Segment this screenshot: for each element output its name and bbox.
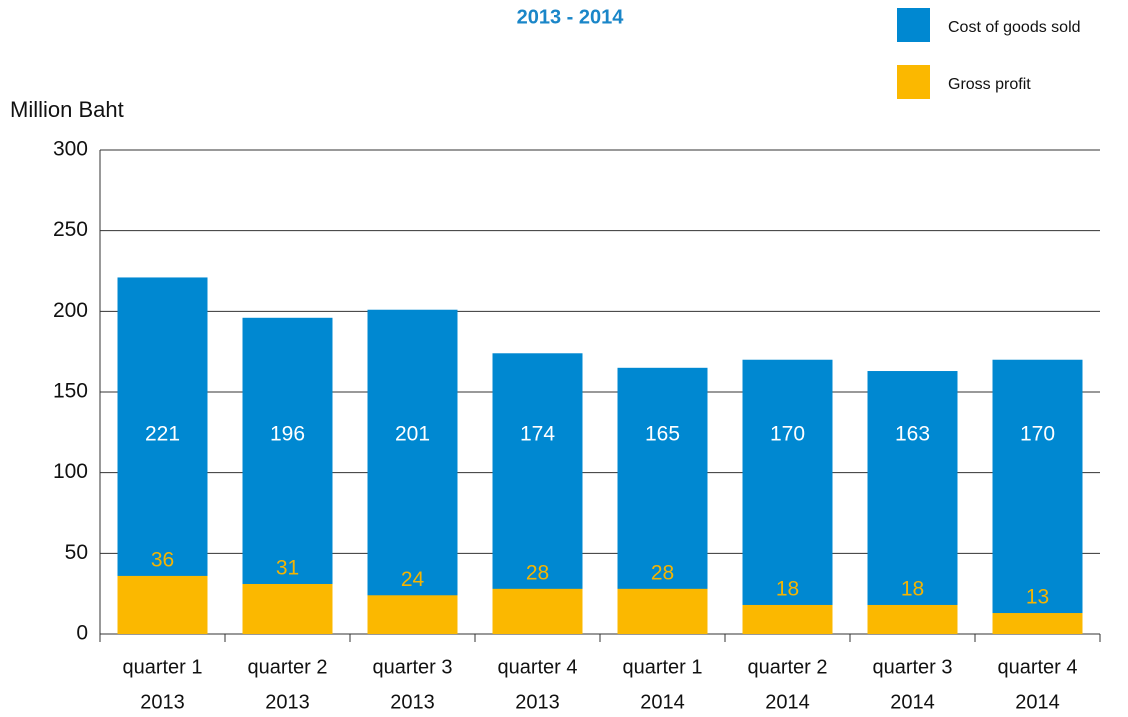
x-tick-label: quarter 2 — [747, 656, 827, 678]
x-tick-label: 2013 — [515, 691, 560, 713]
data-label: 170 — [770, 423, 805, 446]
x-tick-label: 2014 — [765, 691, 810, 713]
bar — [742, 604, 833, 634]
bar — [992, 359, 1083, 634]
x-tick-label: quarter 2 — [247, 656, 327, 678]
legend-swatch — [897, 8, 930, 42]
bar — [367, 595, 458, 634]
chart-title: 2013 - 2014 — [517, 6, 625, 28]
data-label: 170 — [1020, 423, 1055, 446]
x-tick-label: 2013 — [140, 691, 185, 713]
y-tick-label: 250 — [53, 218, 88, 241]
x-tick-label: 2013 — [265, 691, 310, 713]
y-tick-label: 0 — [76, 622, 88, 645]
bar — [242, 583, 333, 634]
y-tick-label: 150 — [53, 380, 88, 403]
y-tick-label: 300 — [53, 138, 88, 161]
bar — [492, 353, 583, 634]
bar — [867, 604, 958, 634]
data-label: 163 — [895, 423, 930, 446]
x-tick-label: quarter 4 — [497, 656, 577, 678]
data-label: 18 — [776, 578, 799, 601]
y-tick-label: 200 — [53, 299, 88, 322]
data-label: 18 — [901, 578, 924, 601]
data-label: 221 — [145, 423, 180, 446]
bar — [867, 371, 958, 634]
x-tick-label: 2013 — [390, 691, 435, 713]
y-tick-label: 50 — [65, 541, 88, 564]
bar — [242, 317, 333, 634]
data-label: 24 — [401, 568, 425, 591]
data-label: 31 — [276, 557, 299, 580]
y-tick-label: 100 — [53, 460, 88, 483]
bar — [617, 588, 708, 634]
data-label: 36 — [151, 548, 174, 571]
y-axis-label: Million Baht — [10, 97, 124, 122]
bar — [117, 277, 208, 634]
data-label: 196 — [270, 423, 305, 446]
legend-label: Gross profit — [948, 76, 1031, 93]
x-tick-label: 2014 — [1015, 691, 1060, 713]
bar — [117, 575, 208, 634]
data-label: 174 — [520, 423, 555, 446]
data-label: 28 — [526, 561, 549, 584]
data-label: 201 — [395, 423, 430, 446]
x-tick-label: quarter 3 — [372, 656, 452, 678]
data-label: 13 — [1026, 586, 1049, 609]
bar — [492, 588, 583, 634]
bar — [367, 309, 458, 634]
x-tick-label: quarter 4 — [997, 656, 1077, 678]
bar — [992, 613, 1083, 634]
x-tick-label: quarter 1 — [122, 656, 202, 678]
legend-swatch — [897, 65, 930, 99]
data-label: 165 — [645, 423, 680, 446]
x-tick-label: quarter 1 — [622, 656, 702, 678]
legend-label: Cost of goods sold — [948, 19, 1081, 36]
data-label: 28 — [651, 561, 674, 584]
x-tick-label: quarter 3 — [872, 656, 952, 678]
bar — [742, 359, 833, 634]
x-tick-label: 2014 — [640, 691, 685, 713]
x-tick-label: 2014 — [890, 691, 935, 713]
